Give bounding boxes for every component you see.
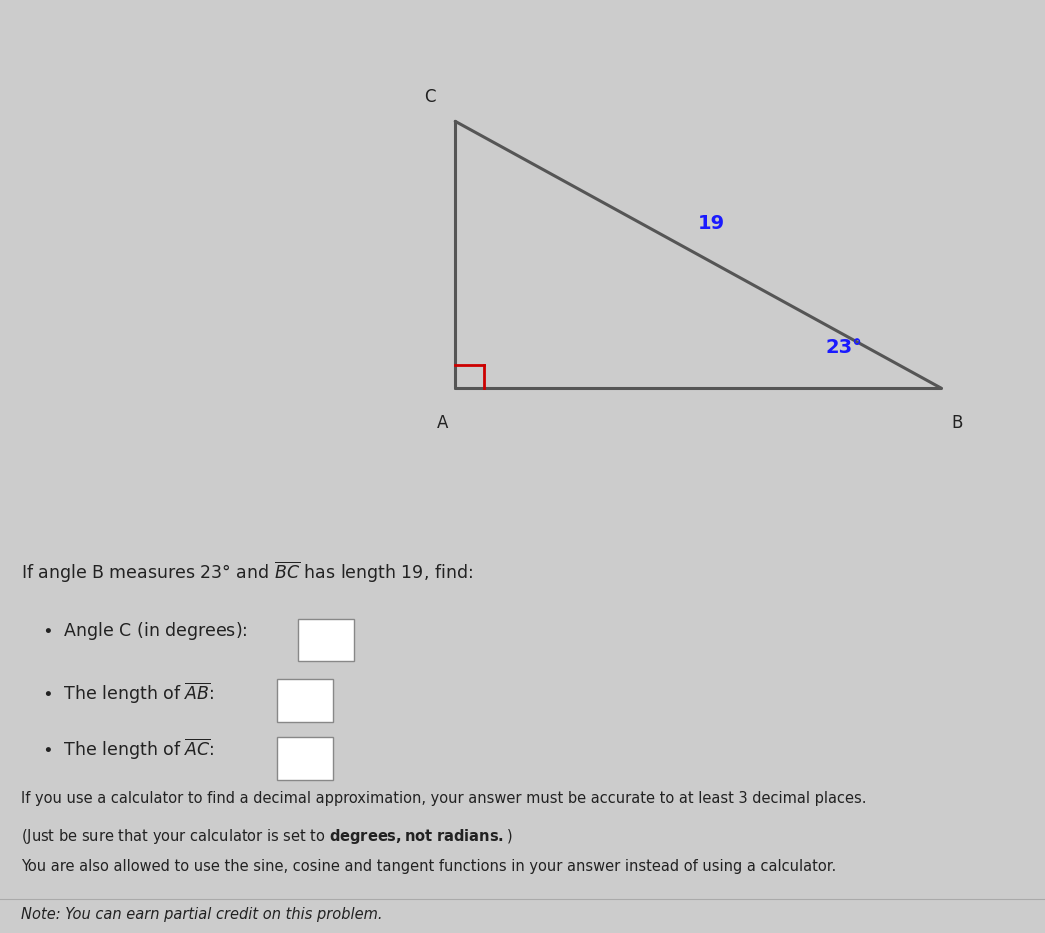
Text: $\bullet$  Angle C (in degrees):: $\bullet$ Angle C (in degrees): [42,620,248,642]
Text: $\bullet$  The length of $\overline{AC}$:: $\bullet$ The length of $\overline{AC}$: [42,736,214,761]
FancyBboxPatch shape [298,619,354,661]
FancyBboxPatch shape [277,737,333,780]
Text: You are also allowed to use the sine, cosine and tangent functions in your answe: You are also allowed to use the sine, co… [21,858,836,874]
Text: B: B [952,414,963,432]
Text: C: C [424,88,436,105]
Text: 19: 19 [698,215,724,233]
Text: Note: You can earn partial credit on this problem.: Note: You can earn partial credit on thi… [21,907,382,922]
FancyBboxPatch shape [277,679,333,721]
Text: 23°: 23° [826,338,862,356]
Text: If you use a calculator to find a decimal approximation, your answer must be acc: If you use a calculator to find a decima… [21,790,866,805]
Text: $\bullet$  The length of $\overline{AB}$:: $\bullet$ The length of $\overline{AB}$: [42,680,214,705]
Text: (Just be sure that your calculator is set to $\bf{degrees, not\ radians.}$): (Just be sure that your calculator is se… [21,827,512,845]
Text: A: A [437,414,448,432]
Text: If angle B measures 23$\degree$ and $\overline{BC}$ has length 19, find:: If angle B measures 23$\degree$ and $\ov… [21,560,472,585]
